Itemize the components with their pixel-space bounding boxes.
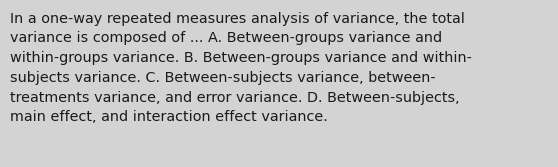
Text: In a one-way repeated measures analysis of variance, the total
variance is compo: In a one-way repeated measures analysis … [10,12,472,124]
